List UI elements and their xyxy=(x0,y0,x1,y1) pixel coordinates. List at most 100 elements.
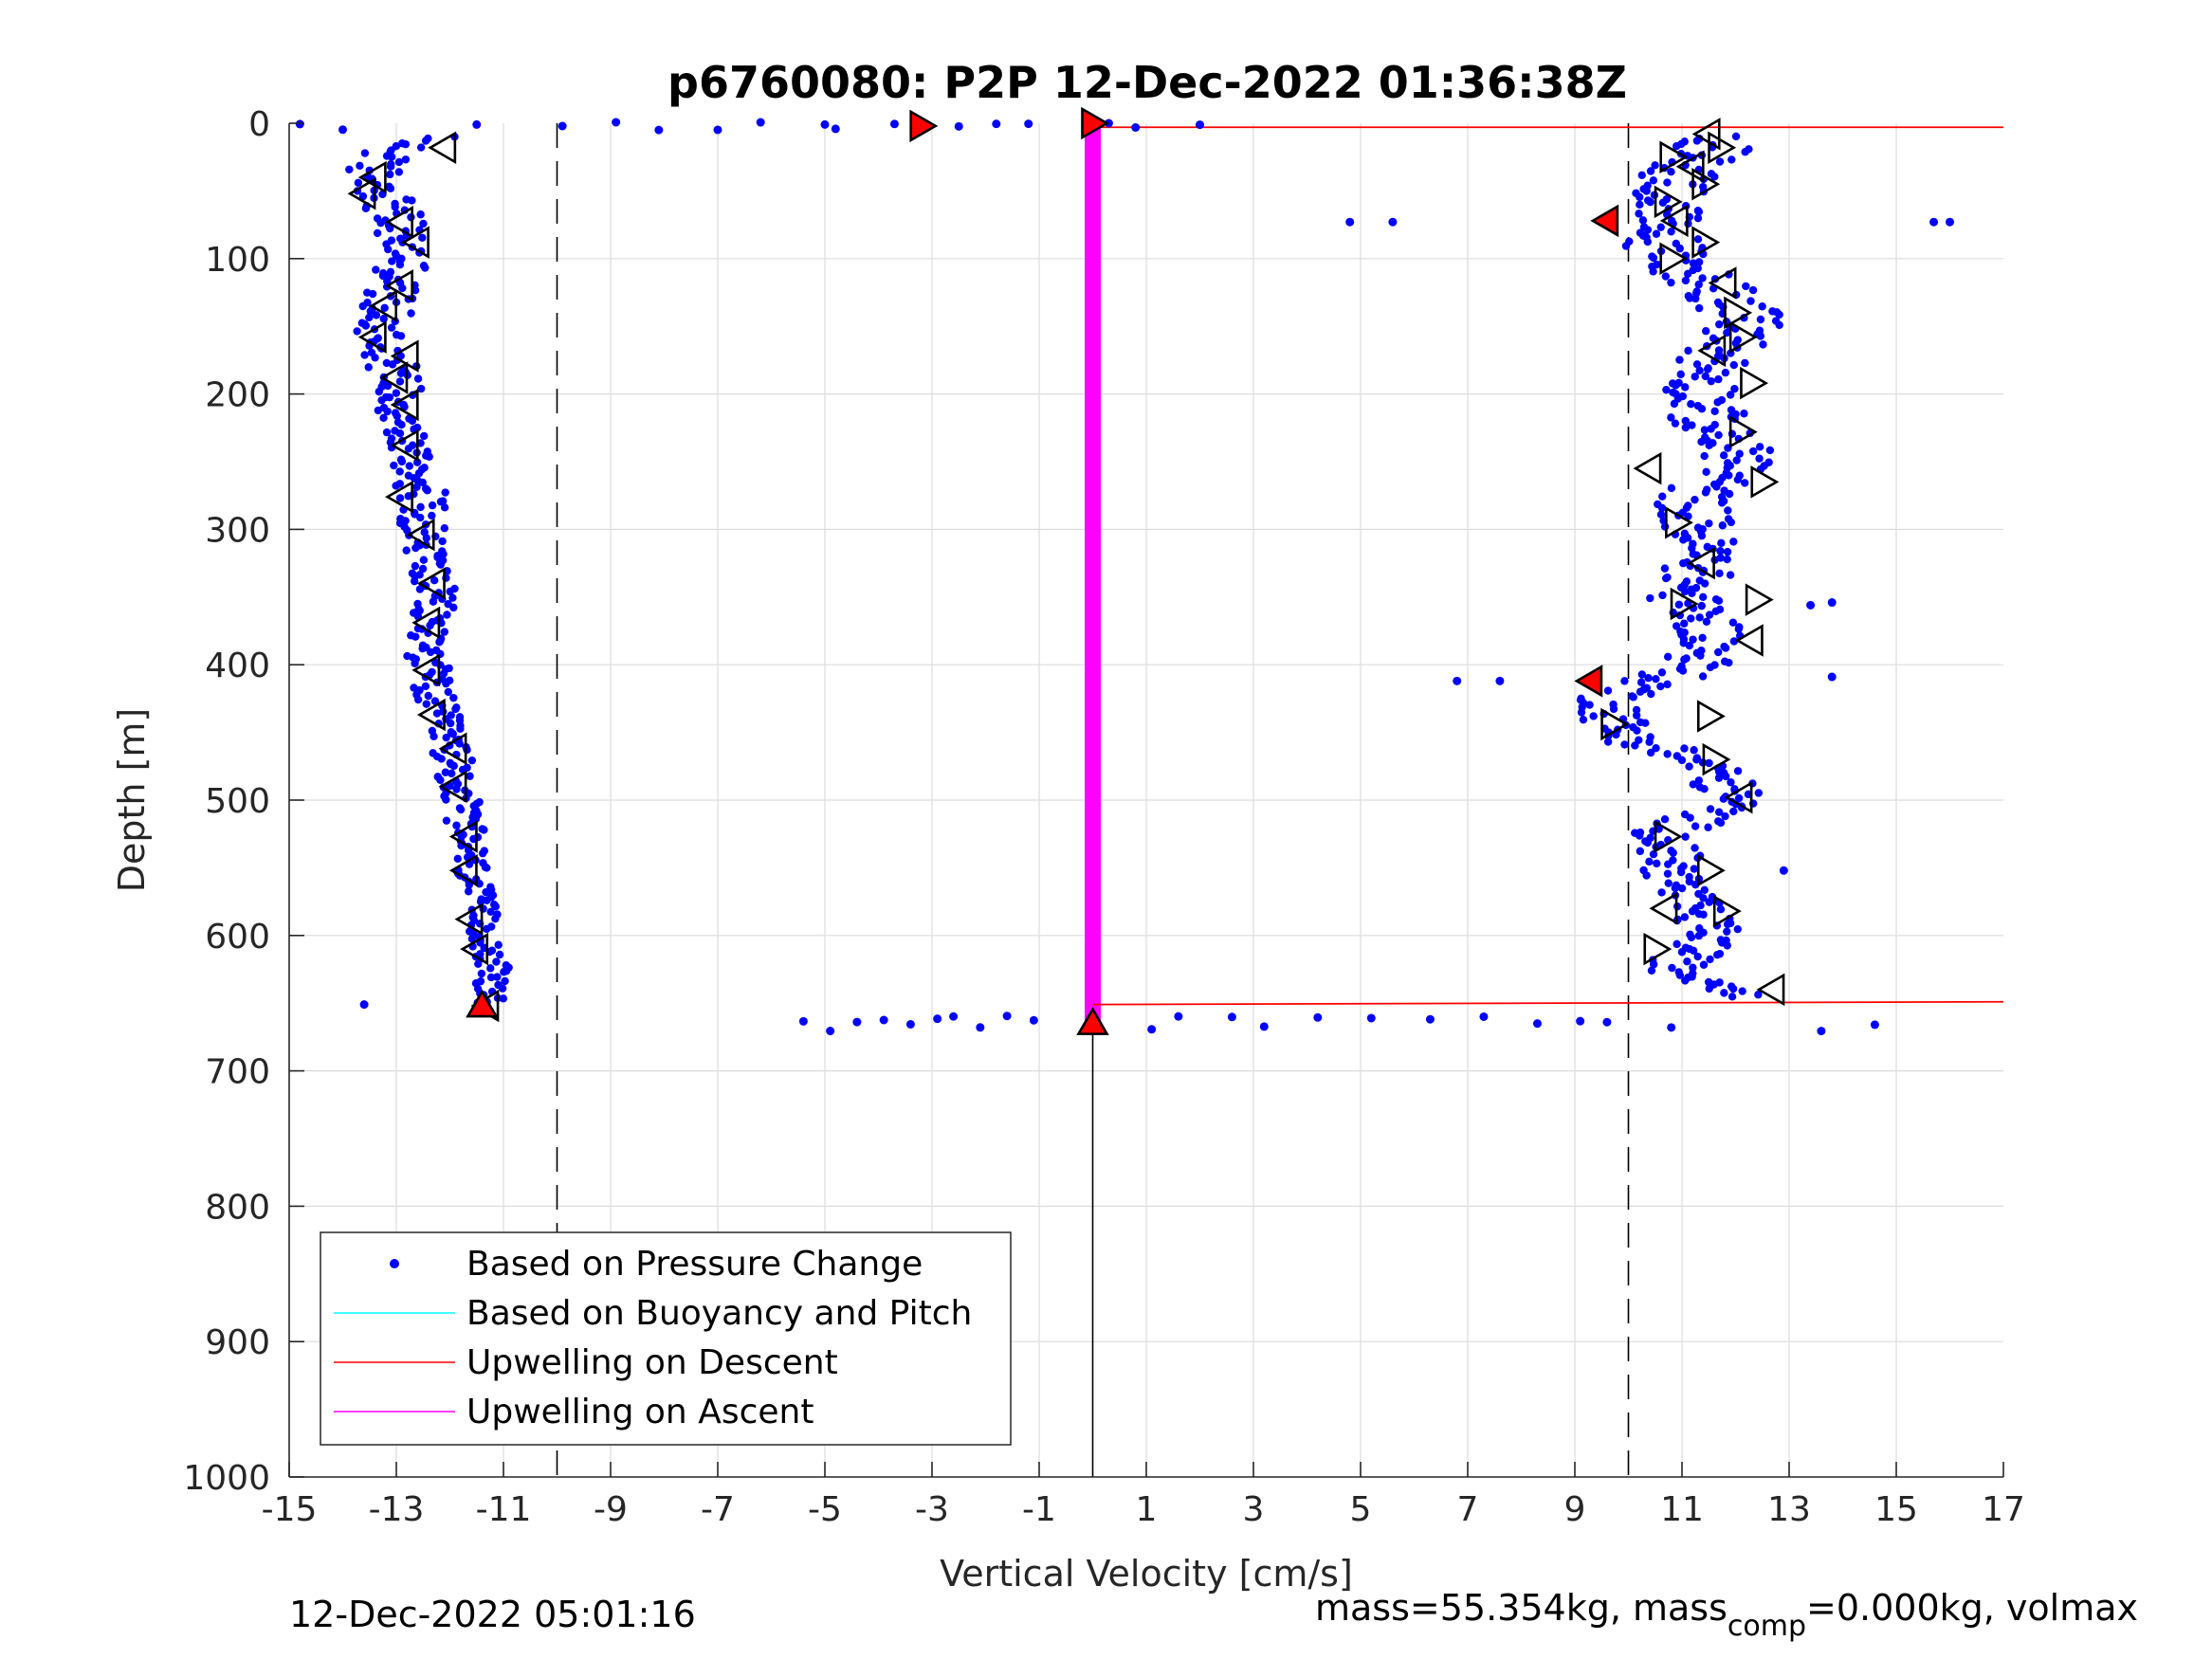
pressure-change-point xyxy=(418,644,427,653)
pressure-change-point xyxy=(395,494,405,502)
pressure-change-point xyxy=(428,511,436,520)
pressure-change-point xyxy=(1685,294,1694,302)
pressure-change-point xyxy=(1636,192,1644,202)
legend-box xyxy=(320,1231,1012,1446)
pressure-change-point xyxy=(1723,555,1731,564)
pressure-change-point xyxy=(1679,536,1688,544)
ascent-triangle-marker xyxy=(1696,700,1726,733)
pressure-change-point xyxy=(387,153,396,161)
pressure-change-point xyxy=(1661,574,1671,583)
pressure-change-point xyxy=(1644,674,1653,683)
pressure-change-point xyxy=(713,125,722,135)
pressure-change-point xyxy=(1710,173,1719,181)
descent-triangle-marker xyxy=(448,820,478,853)
descent-triangle-marker xyxy=(369,289,398,323)
pressure-change-point xyxy=(1681,832,1690,841)
pressure-change-point xyxy=(1817,1027,1826,1036)
pressure-change-point xyxy=(1713,398,1722,407)
pressure-change-point xyxy=(390,461,398,470)
pressure-change-point xyxy=(1687,400,1695,409)
pressure-change-point xyxy=(373,228,382,238)
descent-triangle-marker xyxy=(385,269,413,302)
pressure-change-point xyxy=(392,389,401,397)
pressure-change-point xyxy=(1685,641,1694,650)
pressure-change-point xyxy=(1729,807,1738,816)
pressure-change-point xyxy=(1680,655,1689,664)
pressure-change-point xyxy=(495,950,504,959)
pressure-change-point xyxy=(1652,674,1660,684)
pressure-change-point xyxy=(889,119,899,129)
pressure-change-point xyxy=(1701,372,1709,381)
pressure-change-point xyxy=(1681,416,1690,426)
pressure-change-point xyxy=(383,245,393,254)
pressure-change-point xyxy=(1662,385,1671,394)
pressure-change-point xyxy=(1653,859,1661,868)
legend: Based on Pressure Change Based on Buoyan… xyxy=(320,1231,1012,1446)
pressure-change-point xyxy=(1637,171,1646,180)
pressure-change-point xyxy=(404,492,412,501)
pressure-change-point xyxy=(419,219,428,228)
pressure-change-point xyxy=(467,756,477,765)
pressure-change-point xyxy=(949,1012,959,1021)
pressure-change-point xyxy=(480,826,488,834)
legend-label-pressure: Based on Pressure Change xyxy=(466,1245,923,1284)
pressure-change-point xyxy=(1719,451,1728,460)
pressure-change-point xyxy=(411,285,420,295)
pressure-change-point xyxy=(1691,844,1699,852)
footer-timestamp: 12-Dec-2022 05:01:16 xyxy=(289,1594,696,1635)
pressure-change-point xyxy=(1714,596,1724,605)
pressure-change-point xyxy=(1680,619,1689,628)
x-tick-label: -3 xyxy=(915,1490,949,1529)
axes xyxy=(288,122,2004,1478)
pressure-change-point xyxy=(426,621,434,630)
ascent-triangle-marker xyxy=(1633,451,1662,485)
x-tick-label: -13 xyxy=(369,1490,425,1529)
pressure-change-point xyxy=(1705,611,1714,619)
pressure-change-point xyxy=(1683,269,1692,279)
descent-triangle-marker xyxy=(406,518,435,552)
y-tick-label: 600 xyxy=(205,918,270,957)
pressure-change-point xyxy=(1726,391,1735,399)
x-tick-label: -1 xyxy=(1022,1490,1056,1529)
descent-triangle-marker xyxy=(400,226,430,259)
pressure-change-point xyxy=(1647,689,1655,699)
pressure-change-point xyxy=(1671,884,1680,892)
pressure-change-point xyxy=(1721,811,1729,821)
pressure-change-point xyxy=(1707,425,1715,433)
pressure-change-point xyxy=(1694,303,1704,313)
pressure-change-point xyxy=(1646,748,1655,757)
pressure-change-point xyxy=(449,603,458,612)
pressure-change-point xyxy=(1652,229,1661,238)
pressure-change-point xyxy=(1715,569,1724,578)
y-tick-label: 300 xyxy=(205,511,270,550)
pressure-change-point xyxy=(1738,987,1746,995)
pressure-change-point xyxy=(1929,217,1939,227)
pressure-change-point xyxy=(1733,475,1743,484)
pressure-change-point xyxy=(1620,740,1629,749)
pressure-change-point xyxy=(411,632,420,641)
ascent-triangle-marker xyxy=(1724,296,1753,330)
pressure-change-point xyxy=(1691,294,1700,303)
descent-triangle-marker xyxy=(438,732,467,765)
ascent-triangle-marker xyxy=(1745,583,1774,616)
ascent-triangle-marker xyxy=(1756,973,1785,1007)
pressure-change-point xyxy=(1658,198,1668,208)
pressure-change-point xyxy=(429,597,438,606)
pressure-change-point xyxy=(380,303,389,313)
pressure-change-point xyxy=(1646,167,1655,175)
pressure-change-point xyxy=(418,564,428,574)
descent-triangle-marker xyxy=(390,388,419,422)
pressure-change-point xyxy=(358,301,367,311)
red-triangle-marker xyxy=(909,109,939,143)
pressure-change-point xyxy=(398,283,407,293)
pressure-change-point xyxy=(1259,1022,1269,1031)
pressure-change-point xyxy=(371,354,379,362)
pressure-change-point xyxy=(1687,933,1696,942)
pressure-change-point xyxy=(1870,1020,1879,1030)
pressure-change-point xyxy=(1660,564,1670,573)
pressure-change-point xyxy=(1754,789,1764,797)
pressure-change-point xyxy=(1702,327,1710,336)
pressure-change-point xyxy=(498,984,507,993)
pressure-change-point xyxy=(1694,931,1704,940)
x-tick-label: 3 xyxy=(1243,1490,1265,1529)
